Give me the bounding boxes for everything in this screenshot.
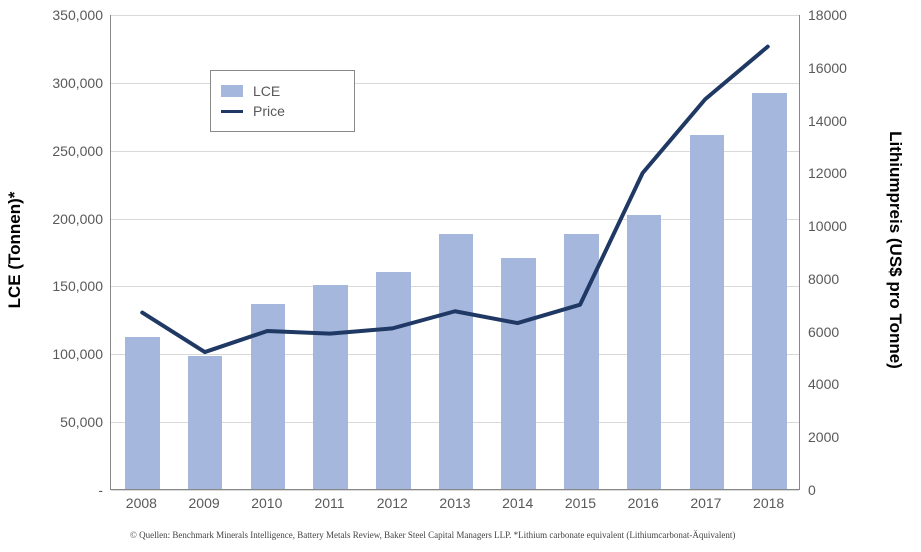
source-citation: © Quellen: Benchmark Minerals Intelligen… (130, 530, 735, 540)
y-right-tick: 0 (808, 482, 816, 498)
legend-item-line: Price (221, 103, 344, 119)
y-right-tick: 2000 (808, 429, 839, 445)
x-tick: 2008 (126, 495, 157, 511)
y-right-tick: 4000 (808, 376, 839, 392)
x-tick: 2016 (628, 495, 659, 511)
y-right-axis-title: Lithiumpreis (US$ pro Tonne) (885, 131, 905, 369)
x-tick: 2018 (753, 495, 784, 511)
y-left-tick: 100,000 (52, 346, 103, 362)
y-right-tick: 10000 (808, 218, 847, 234)
x-tick: 2015 (565, 495, 596, 511)
gridline (111, 490, 799, 491)
y-left-tick: 50,000 (60, 414, 103, 430)
y-left-axis-title: LCE (Tonnen)* (5, 192, 25, 309)
x-tick: 2013 (439, 495, 470, 511)
y-left-tick: - (98, 482, 103, 498)
x-tick: 2017 (690, 495, 721, 511)
legend: LCE Price (210, 70, 355, 132)
y-right-tick: 16000 (808, 60, 847, 76)
y-right-tick: 14000 (808, 113, 847, 129)
y-left-tick: 350,000 (52, 7, 103, 23)
legend-swatch-bar (221, 85, 243, 97)
y-right-tick: 18000 (808, 7, 847, 23)
x-tick: 2009 (189, 495, 220, 511)
legend-label-line: Price (253, 103, 285, 119)
x-tick: 2010 (251, 495, 282, 511)
lithium-chart: LCE (Tonnen)* Lithiumpreis (US$ pro Tonn… (0, 0, 921, 552)
y-left-tick: 250,000 (52, 143, 103, 159)
legend-label-bars: LCE (253, 83, 280, 99)
y-left-tick: 150,000 (52, 278, 103, 294)
y-right-tick: 8000 (808, 271, 839, 287)
x-tick: 2011 (314, 495, 344, 511)
legend-swatch-line (221, 110, 243, 113)
x-tick: 2012 (377, 495, 408, 511)
y-right-tick: 6000 (808, 324, 839, 340)
legend-item-bars: LCE (221, 83, 344, 99)
y-left-tick: 200,000 (52, 211, 103, 227)
y-left-tick: 300,000 (52, 75, 103, 91)
y-right-tick: 12000 (808, 165, 847, 181)
x-tick: 2014 (502, 495, 533, 511)
